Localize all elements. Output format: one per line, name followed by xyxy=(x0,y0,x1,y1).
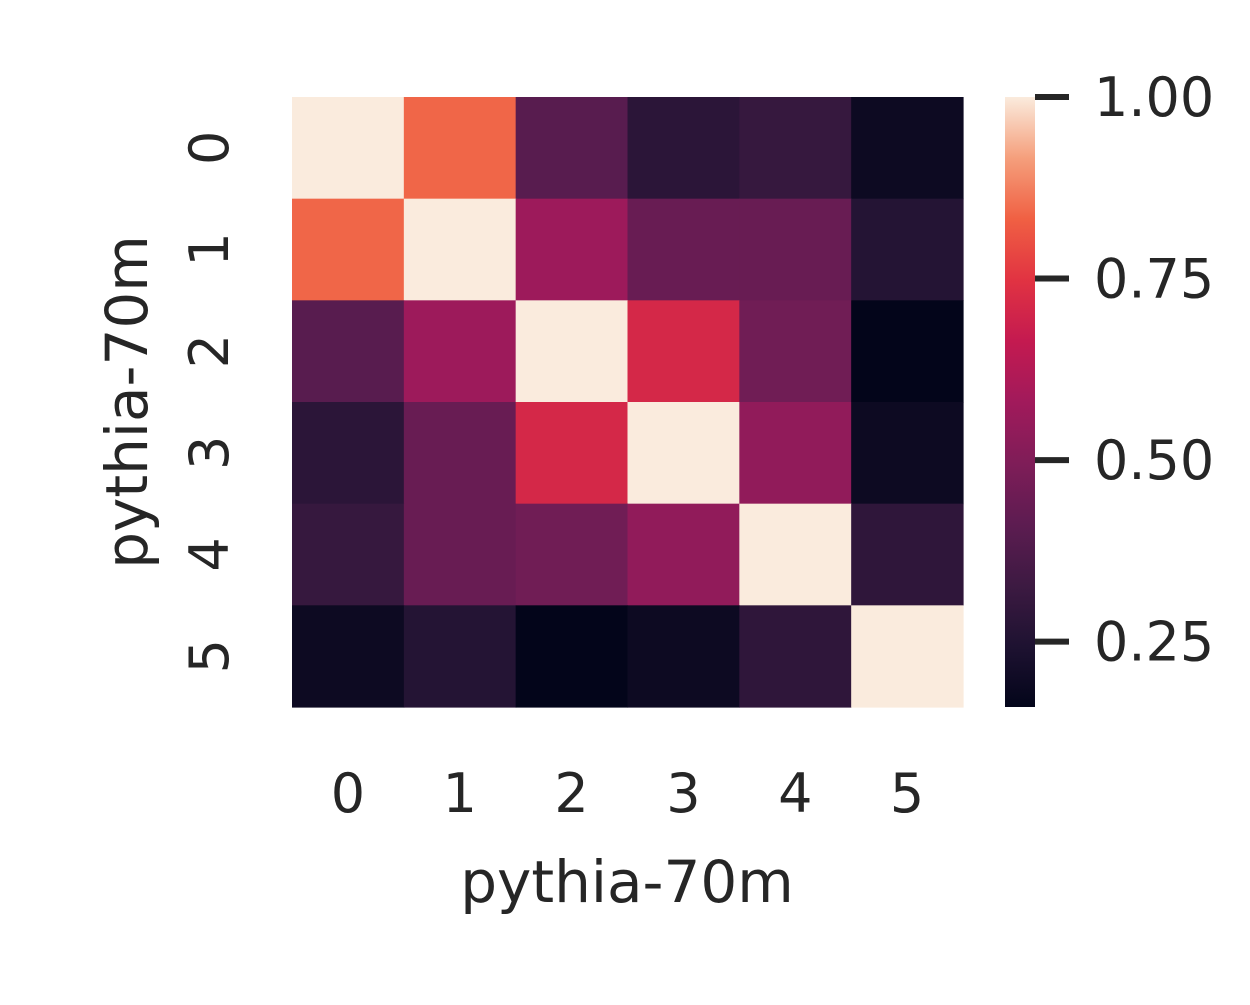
heatmap-cell-r0-c2 xyxy=(515,97,629,200)
heatmap-cell-r4-c1 xyxy=(403,503,517,606)
heatmap-cell-r1-c0 xyxy=(292,198,405,301)
heatmap-cell-r3-c0 xyxy=(292,402,405,505)
y-tick-label: 5 xyxy=(178,639,241,673)
x-tick-label: 1 xyxy=(443,762,477,825)
heatmap-cell-r0-c4 xyxy=(739,97,852,200)
y-tick-label: 2 xyxy=(178,334,241,368)
x-tick-label: 5 xyxy=(890,762,924,825)
heatmap-cells xyxy=(292,97,964,708)
heatmap-cell-r3-c1 xyxy=(403,402,517,505)
colorbar-tick-label: 0.50 xyxy=(1094,429,1214,492)
heatmap-cell-r0-c0 xyxy=(292,97,405,200)
heatmap-cell-r5-c0 xyxy=(292,605,405,708)
x-axis-label: pythia-70m xyxy=(460,848,794,916)
heatmap-cell-r0-c1 xyxy=(403,97,517,200)
heatmap-cell-r5-c3 xyxy=(627,605,740,708)
heatmap-cell-r1-c3 xyxy=(627,198,740,301)
y-tick-label: 1 xyxy=(178,232,241,266)
y-tick-labels: 0 1 2 3 4 5 xyxy=(178,131,241,674)
heatmap-cell-r1-c2 xyxy=(515,198,629,301)
heatmap-cell-r4-c2 xyxy=(515,503,629,606)
heatmap-cell-r5-c2 xyxy=(515,605,629,708)
heatmap-cell-r5-c4 xyxy=(739,605,852,708)
x-tick-label: 2 xyxy=(554,762,588,825)
y-tick-label: 3 xyxy=(178,436,241,470)
heatmap-cell-r0-c3 xyxy=(627,97,740,200)
x-tick-labels: 0 1 2 3 4 5 xyxy=(331,762,925,825)
x-tick-label: 4 xyxy=(778,762,812,825)
colorbar-gradient xyxy=(1005,97,1035,707)
heatmap-cell-r3-c5 xyxy=(851,402,964,505)
colorbar-ticks: 0.25 0.50 0.75 1.00 xyxy=(1035,66,1214,674)
y-tick-label: 4 xyxy=(178,537,241,571)
heatmap-cell-r2-c5 xyxy=(851,300,964,403)
heatmap-cell-r2-c4 xyxy=(739,300,852,403)
y-tick-label: 0 xyxy=(178,131,241,165)
heatmap-cell-r1-c1 xyxy=(403,198,517,301)
heatmap-cell-r3-c3 xyxy=(627,402,740,505)
heatmap-cell-r3-c4 xyxy=(739,402,852,505)
colorbar: 0.25 0.50 0.75 1.00 xyxy=(1005,66,1214,707)
heatmap-cell-r0-c5 xyxy=(851,97,964,200)
heatmap-cell-r5-c5 xyxy=(851,605,964,708)
x-tick-label: 3 xyxy=(666,762,700,825)
heatmap-cell-r4-c3 xyxy=(627,503,740,606)
heatmap-cell-r2-c2 xyxy=(515,300,629,403)
heatmap-cell-r4-c0 xyxy=(292,503,405,606)
heatmap-cell-r2-c3 xyxy=(627,300,740,403)
heatmap-cell-r2-c1 xyxy=(403,300,517,403)
heatmap-cell-r1-c4 xyxy=(739,198,852,301)
x-tick-label: 0 xyxy=(331,762,365,825)
heatmap-cell-r1-c5 xyxy=(851,198,964,301)
y-axis-label: pythia-70m xyxy=(93,235,161,569)
colorbar-tick-label: 1.00 xyxy=(1094,66,1214,129)
colorbar-tick-label: 0.25 xyxy=(1094,611,1214,674)
heatmap-cell-r4-c4 xyxy=(739,503,852,606)
heatmap-cell-r3-c2 xyxy=(515,402,629,505)
heatmap-cell-r2-c0 xyxy=(292,300,405,403)
colorbar-tick-label: 0.75 xyxy=(1094,248,1214,311)
heatmap-cell-r5-c1 xyxy=(403,605,517,708)
heatmap-cell-r4-c5 xyxy=(851,503,964,606)
